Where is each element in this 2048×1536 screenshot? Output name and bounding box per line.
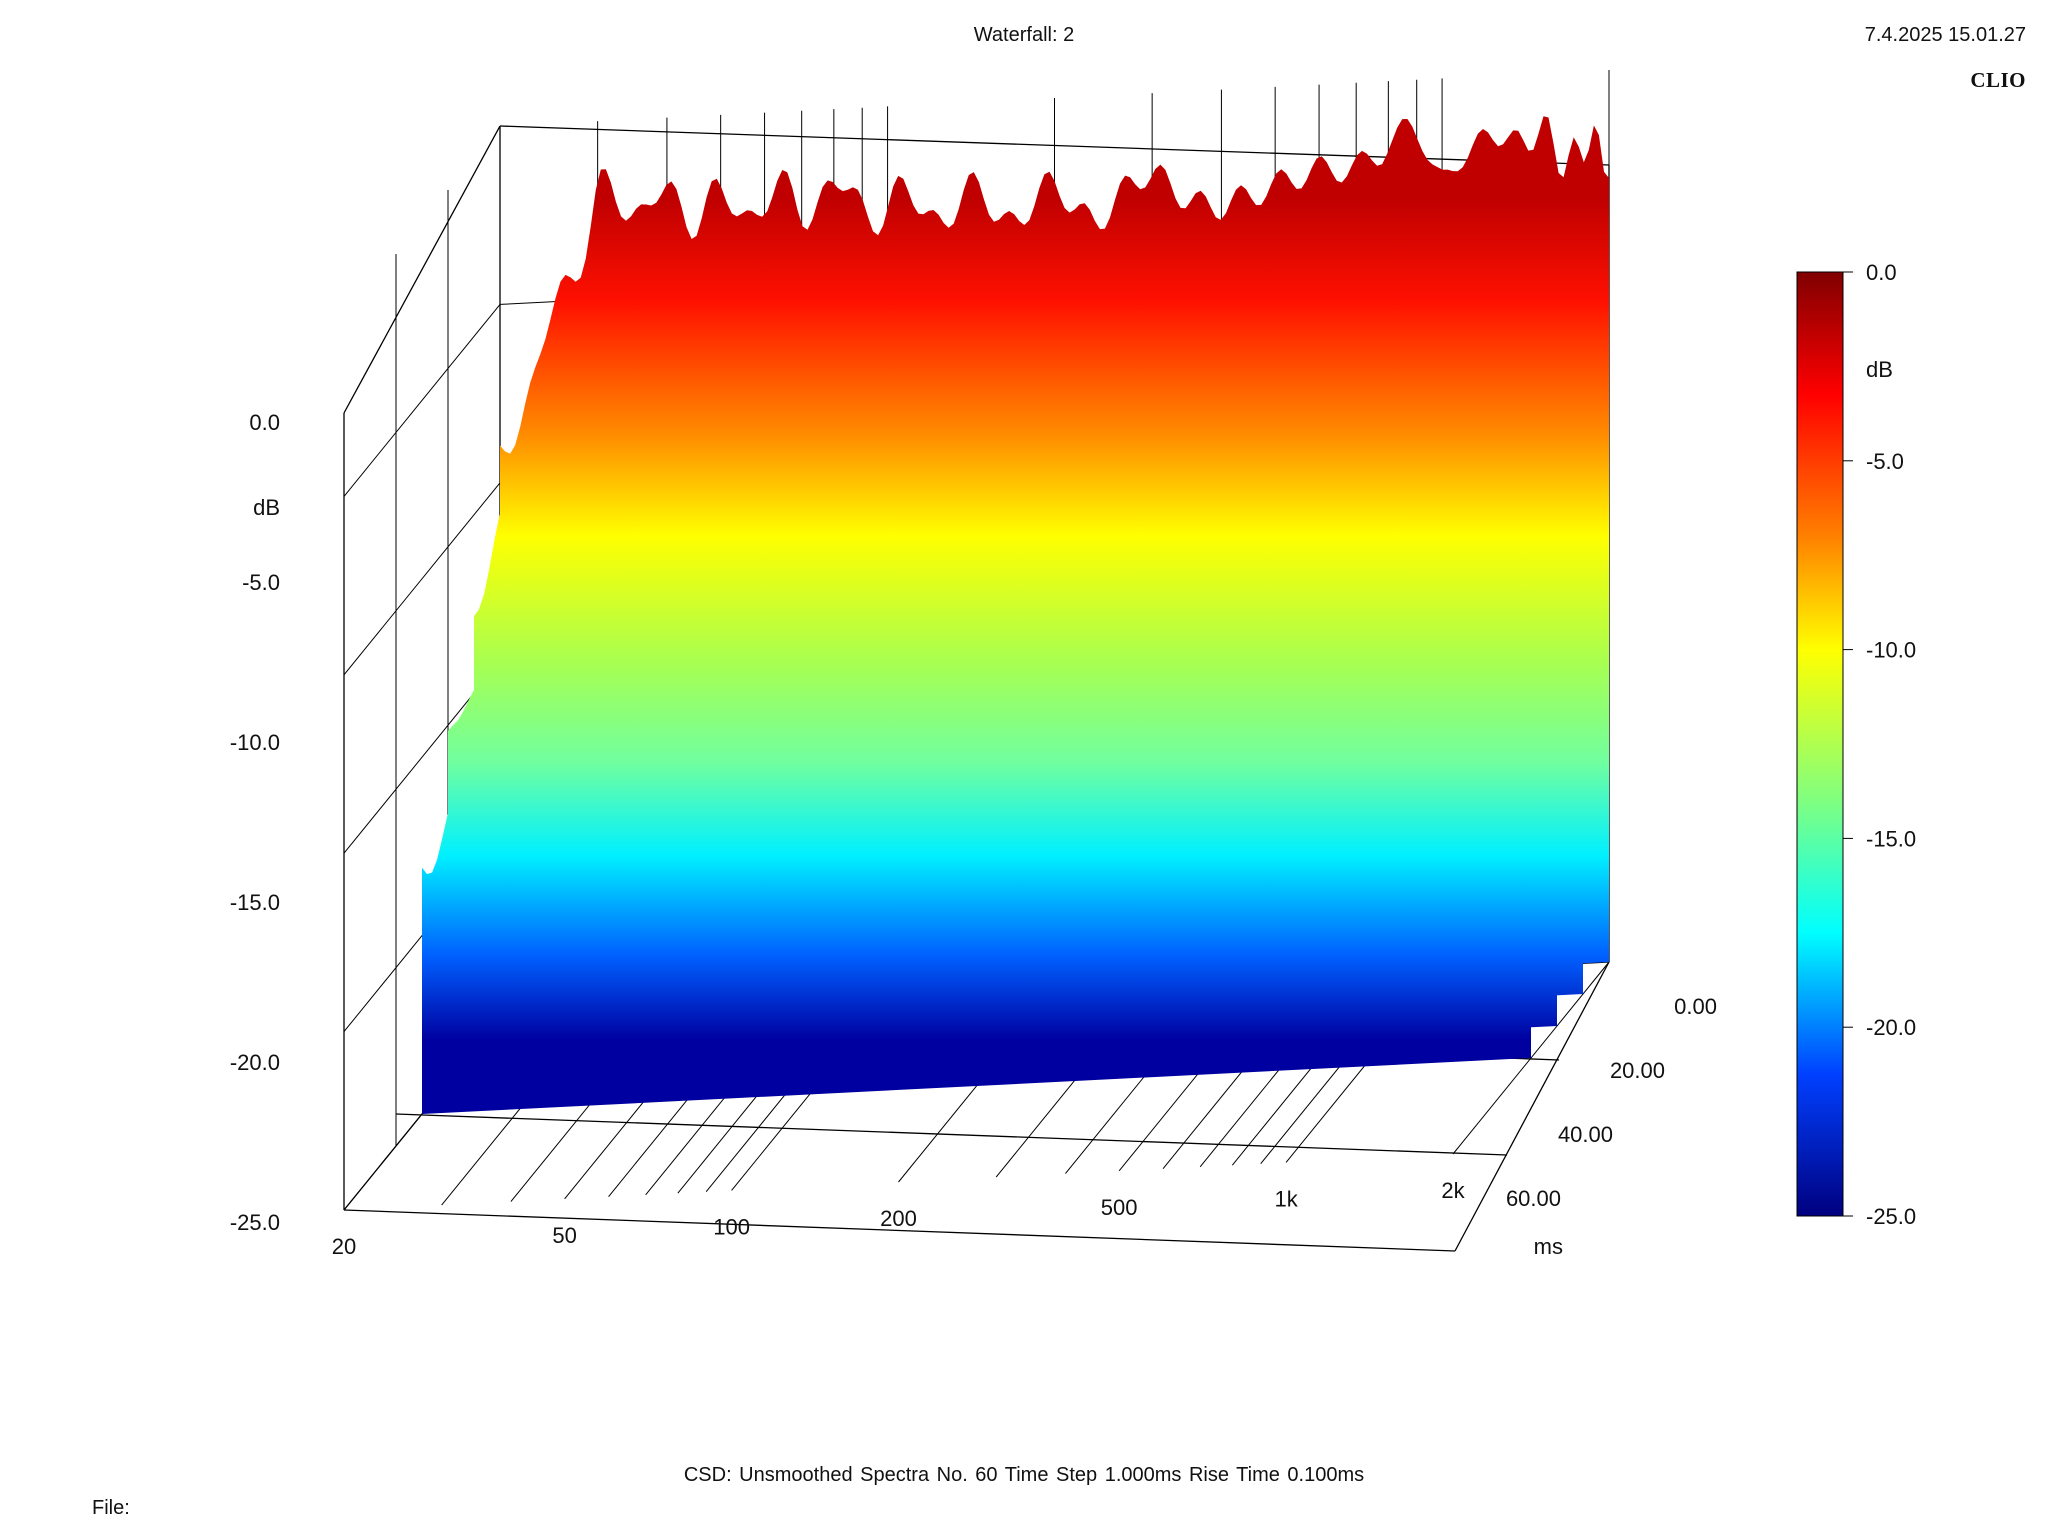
file-label: File: xyxy=(92,1497,130,1519)
brand-logo: CLIO xyxy=(1970,68,2026,92)
scale-tick-label: -15.0 xyxy=(1866,826,1916,851)
scale-tick-label: -20.0 xyxy=(1866,1015,1916,1040)
csd-settings: CSD: Unsmoothed Spectra No. 60 Time Step… xyxy=(683,1464,1365,1486)
db-tick-label: -20.0 xyxy=(230,1050,280,1075)
timestamp: 7.4.2025 15.01.27 xyxy=(1864,24,2026,46)
db-tick-label: 0.0 xyxy=(249,410,280,435)
color-scale-ticks: 0.0 -5.0 -10.0 -15.0 -20.0 -25.0 xyxy=(1843,260,1916,1229)
time-tick-label: 20.00 xyxy=(1610,1058,1665,1083)
db-tick-label: -15.0 xyxy=(230,890,280,915)
db-axis-unit: dB xyxy=(253,495,280,520)
frequency-tick-label: 500 xyxy=(1101,1195,1138,1220)
db-axis-ticks: 0.0 -5.0 -10.0 -15.0 -20.0 -25.0 xyxy=(230,410,280,1235)
scale-tick-label: -10.0 xyxy=(1866,638,1916,663)
db-tick-label: -5.0 xyxy=(242,570,280,595)
chart-title: Waterfall: 2 xyxy=(973,24,1075,46)
db-tick-label: -25.0 xyxy=(230,1210,280,1235)
time-tick-label: 60.00 xyxy=(1506,1186,1561,1211)
frequency-axis-ticks: 20 50 100 200 500 1k 2k xyxy=(332,1178,1466,1259)
left-db-line xyxy=(343,304,501,497)
frequency-tick-label: 1k xyxy=(1274,1186,1298,1211)
time-tick-label: 0.00 xyxy=(1674,994,1717,1019)
frequency-tick-label: 50 xyxy=(552,1223,576,1248)
time-axis-ticks: 0.00 20.00 40.00 60.00 xyxy=(1506,994,1717,1211)
color-scale-unit: dB xyxy=(1866,357,1893,382)
db-tick-label: -10.0 xyxy=(230,730,280,755)
time-axis-unit: ms xyxy=(1534,1234,1563,1259)
frequency-tick-label: 100 xyxy=(713,1214,750,1239)
color-scale-bar xyxy=(1796,271,1844,1217)
waterfall-slice xyxy=(422,698,1531,1114)
frequency-tick-label: 2k xyxy=(1441,1178,1465,1203)
time-tick-label: 40.00 xyxy=(1558,1122,1613,1147)
scale-tick-label: -25.0 xyxy=(1866,1204,1916,1229)
left-db-line xyxy=(343,482,501,676)
scale-tick-label: 0.0 xyxy=(1866,260,1897,285)
waterfall-surface xyxy=(422,116,1609,1114)
frequency-tick-label: 200 xyxy=(880,1206,917,1231)
scale-tick-label: -5.0 xyxy=(1866,449,1904,474)
frequency-tick-label: 20 xyxy=(332,1234,356,1259)
